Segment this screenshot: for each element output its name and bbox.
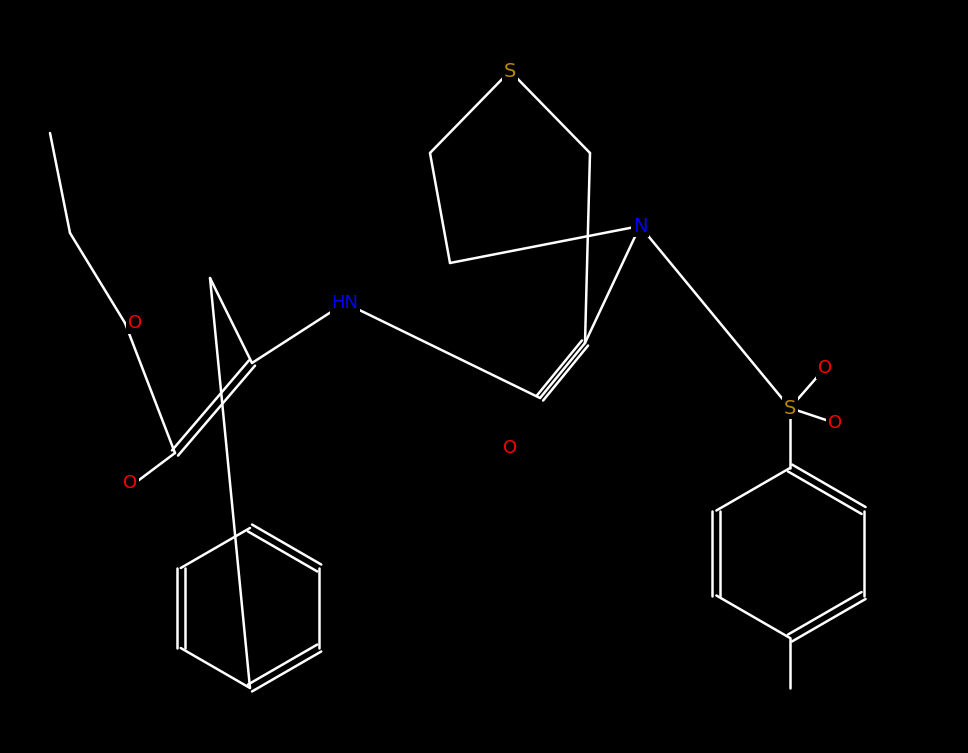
Text: S: S: [784, 398, 797, 417]
Text: O: O: [123, 474, 137, 492]
Text: O: O: [503, 439, 517, 457]
Text: O: O: [828, 414, 842, 432]
Text: N: N: [633, 217, 648, 236]
Text: S: S: [503, 62, 516, 81]
Text: O: O: [128, 314, 142, 332]
Text: O: O: [818, 359, 832, 377]
Text: HN: HN: [331, 294, 358, 312]
